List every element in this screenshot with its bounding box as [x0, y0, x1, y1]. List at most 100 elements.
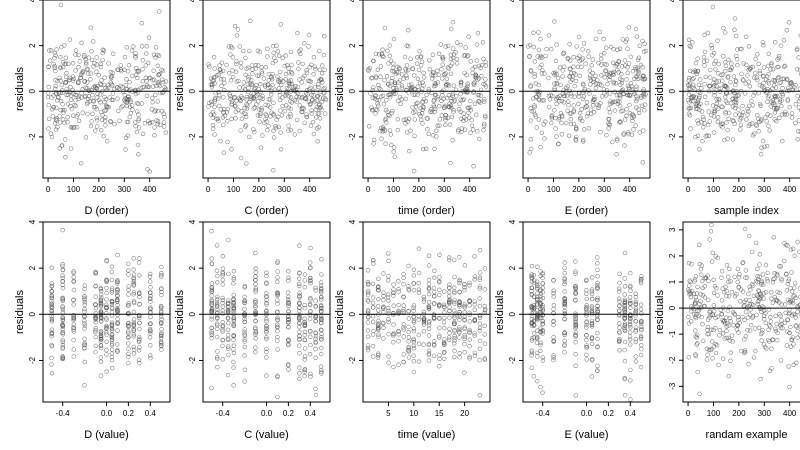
data-point	[264, 297, 269, 302]
data-point	[724, 100, 730, 106]
data-point	[297, 371, 302, 376]
data-point	[615, 98, 620, 104]
data-point	[792, 312, 798, 318]
x-axis-label: E (order)	[565, 205, 608, 217]
data-point	[445, 43, 451, 49]
data-point	[104, 302, 109, 308]
data-point	[159, 330, 164, 336]
data-point	[595, 283, 600, 288]
data-point	[437, 364, 442, 369]
data-point	[109, 313, 115, 318]
data-point	[457, 278, 462, 284]
data-point	[584, 337, 589, 343]
data-point	[426, 358, 432, 363]
plot-frame	[42, 0, 171, 179]
data-point	[253, 318, 258, 323]
data-point	[316, 84, 321, 90]
data-point	[483, 115, 488, 120]
data-point	[279, 113, 285, 118]
x-tick-label: 200	[732, 185, 746, 194]
data-point	[406, 329, 411, 335]
data-point	[220, 320, 225, 325]
data-point	[442, 325, 447, 331]
data-point	[733, 112, 738, 117]
data-point	[209, 325, 214, 331]
data-point	[131, 282, 137, 287]
data-point	[119, 105, 124, 110]
data-point	[159, 304, 164, 310]
data-point	[159, 108, 165, 114]
data-point	[550, 93, 555, 99]
data-point	[567, 66, 572, 71]
data-point	[483, 63, 488, 68]
data-point	[468, 130, 473, 135]
data-point	[477, 346, 483, 351]
data-point	[687, 292, 692, 297]
data-point	[209, 385, 214, 391]
data-point	[286, 338, 291, 344]
data-point	[68, 97, 74, 103]
data-point	[286, 297, 291, 302]
data-point	[768, 99, 774, 104]
data-point	[49, 327, 55, 332]
data-point	[458, 91, 463, 97]
data-point	[775, 298, 780, 303]
data-point	[209, 293, 215, 298]
data-point	[308, 278, 313, 284]
data-point	[757, 82, 762, 88]
data-point	[705, 317, 711, 322]
data-point	[538, 145, 543, 150]
data-point	[529, 353, 534, 358]
data-point	[242, 285, 247, 290]
data-point	[98, 309, 104, 315]
data-point	[258, 95, 263, 100]
data-point	[65, 89, 70, 95]
data-point	[711, 277, 716, 282]
data-point	[638, 333, 644, 339]
data-point	[774, 106, 779, 111]
data-point	[270, 72, 275, 77]
data-point	[126, 268, 131, 273]
data-point	[688, 279, 693, 285]
data-point	[209, 297, 214, 302]
data-point	[275, 301, 280, 306]
data-point	[723, 111, 728, 116]
y-tick-label: 0	[668, 89, 677, 94]
data-point	[57, 75, 62, 81]
data-point	[294, 89, 299, 95]
x-tick-label: 400	[783, 185, 797, 194]
data-point	[735, 62, 740, 68]
data-point	[529, 350, 535, 356]
data-point	[732, 105, 738, 111]
data-point	[109, 323, 115, 328]
data-point	[414, 101, 419, 107]
data-point	[751, 293, 757, 299]
data-point	[622, 284, 628, 289]
data-point	[162, 114, 167, 120]
data-point	[702, 32, 707, 37]
data-point	[695, 68, 701, 74]
data-point	[432, 109, 437, 115]
data-point	[261, 76, 267, 81]
data-point	[302, 337, 307, 343]
data-point	[295, 30, 300, 36]
x-tick-label: 100	[707, 185, 721, 194]
data-point	[759, 117, 764, 122]
data-point	[226, 44, 232, 49]
data-point	[370, 314, 376, 319]
data-point	[643, 48, 649, 54]
data-point	[798, 323, 800, 328]
data-point	[71, 302, 76, 307]
data-point	[432, 146, 437, 152]
data-point	[636, 110, 642, 116]
data-point	[124, 86, 129, 92]
data-point	[625, 92, 630, 98]
data-point	[559, 114, 565, 119]
y-tick-label: 4	[188, 219, 197, 224]
data-point	[729, 61, 734, 66]
data-point	[148, 299, 153, 304]
data-point	[258, 89, 263, 95]
data-point	[719, 311, 725, 317]
